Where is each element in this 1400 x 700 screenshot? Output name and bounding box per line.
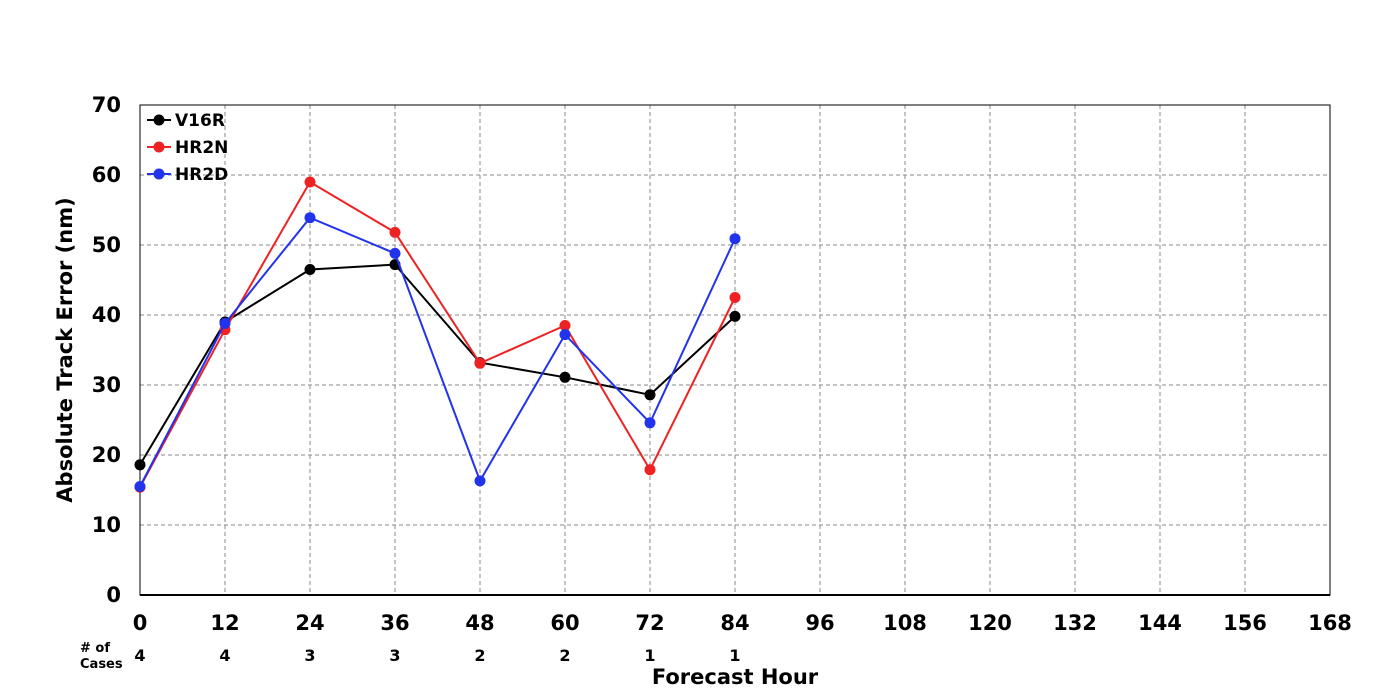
data-point-v16r <box>559 371 571 383</box>
data-point-v16r <box>304 264 316 275</box>
x-tick-label: 108 <box>883 611 927 635</box>
series-hr2d <box>134 212 741 492</box>
series-line-hr2n <box>139 180 736 488</box>
y-tick-label: 20 <box>92 443 121 467</box>
legend-swatch-marker <box>153 168 165 180</box>
y-tick-label: 30 <box>92 373 121 397</box>
case-count: 2 <box>559 646 570 665</box>
x-tick-label: 96 <box>805 611 834 635</box>
legend-swatch-marker <box>153 114 165 126</box>
y-tick-label: 40 <box>92 303 121 327</box>
data-point-hr2n <box>389 226 401 238</box>
data-point-hr2d <box>729 233 741 245</box>
data-point-hr2n <box>644 464 656 476</box>
legend-item-hr2d: HR2D <box>147 165 228 185</box>
cases-label: # of Cases <box>80 641 123 672</box>
y-tick-labels: 0 10 20 30 40 50 60 70 <box>92 93 121 607</box>
y-tick-label: 50 <box>92 233 121 257</box>
y-tick-label: 10 <box>92 513 121 537</box>
grid-lines <box>140 105 1330 595</box>
data-point-hr2d <box>559 329 571 341</box>
data-point-hr2d <box>474 475 486 487</box>
x-tick-label: 132 <box>1053 611 1097 635</box>
case-count: 4 <box>219 646 230 665</box>
case-count: 3 <box>389 646 400 665</box>
x-tick-label: 0 <box>133 611 148 635</box>
data-point-hr2d <box>134 481 146 492</box>
x-tick-label: 60 <box>550 611 579 635</box>
y-axis-title: Absolute Track Error (nm) <box>53 197 77 502</box>
data-point-v16r <box>134 459 146 471</box>
y-tick-label: 70 <box>92 93 121 117</box>
legend-label: HR2N <box>175 138 228 158</box>
x-tick-label: 84 <box>720 611 749 635</box>
x-tick-labels: 0 12 24 36 48 60 72 84 96 108 120 132 144 156 168 <box>133 611 1352 635</box>
data-point-hr2n <box>474 357 486 369</box>
series-line-v16r <box>139 263 736 466</box>
legend-label: HR2D <box>175 165 228 185</box>
legend-item-hr2n: HR2N <box>147 138 228 158</box>
x-tick-label: 72 <box>635 611 664 635</box>
case-count: 3 <box>304 646 315 665</box>
series-hr2n <box>134 176 741 493</box>
data-point-hr2d <box>389 247 401 259</box>
case-count: 1 <box>729 646 740 665</box>
case-count: 2 <box>474 646 485 665</box>
cases-label-line-1: # of <box>80 641 110 656</box>
x-tick-label: 168 <box>1308 611 1352 635</box>
x-axis-title: Forecast Hour <box>652 665 819 689</box>
series-layer <box>134 176 741 493</box>
x-tick-label: 156 <box>1223 611 1267 635</box>
legend-swatch-marker <box>153 141 165 153</box>
legend-label: V16R <box>175 111 225 131</box>
case-count: 4 <box>134 646 145 665</box>
data-point-hr2n <box>304 176 316 188</box>
x-tick-label: 120 <box>968 611 1012 635</box>
data-point-hr2d <box>644 417 656 429</box>
cases-row: 4 4 3 3 2 2 1 1 <box>134 646 740 665</box>
data-point-hr2n <box>729 292 741 303</box>
x-tick-label: 48 <box>465 611 494 635</box>
x-tick-label: 12 <box>210 611 239 635</box>
data-point-v16r <box>644 389 656 401</box>
x-tick-label: 144 <box>1138 611 1182 635</box>
series-line-hr2d <box>139 216 736 487</box>
y-tick-label: 60 <box>92 163 121 187</box>
x-tick-label: 24 <box>295 611 324 635</box>
data-point-hr2d <box>219 317 231 329</box>
y-tick-label: 0 <box>106 583 121 607</box>
data-point-hr2d <box>304 212 316 224</box>
cases-label-line-2: Cases <box>80 657 123 672</box>
data-point-v16r <box>729 310 741 322</box>
case-count: 1 <box>644 646 655 665</box>
legend: V16R HR2N HR2D <box>147 111 228 185</box>
data-point-hr2n <box>559 320 571 331</box>
legend-item-v16r: V16R <box>147 111 225 131</box>
x-tick-label: 36 <box>380 611 409 635</box>
